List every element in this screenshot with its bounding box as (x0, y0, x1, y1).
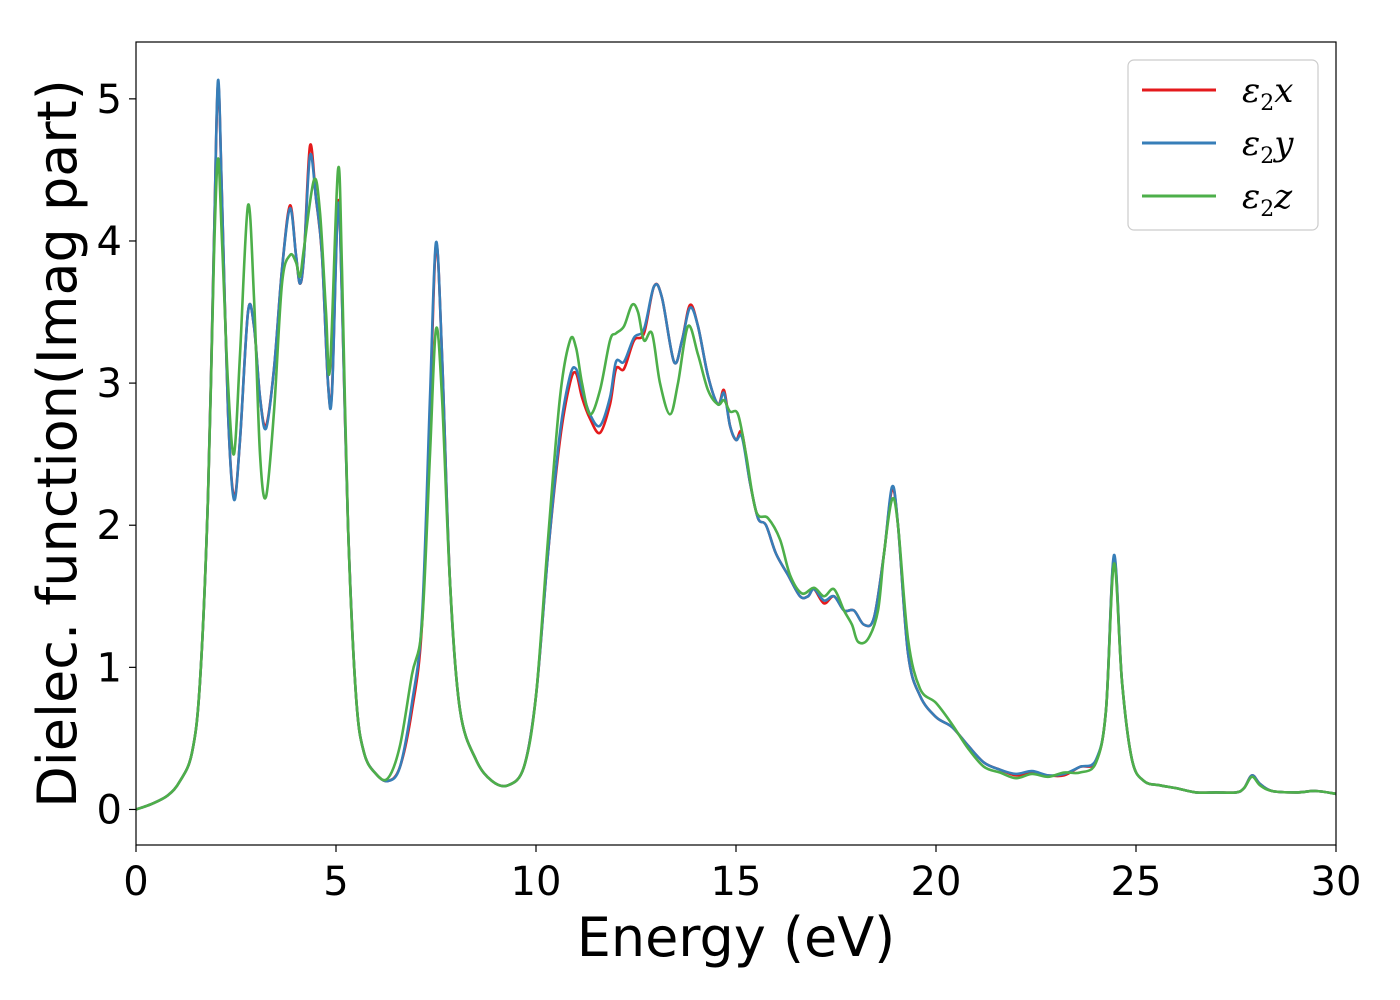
x-tick-label: 0 (123, 859, 148, 905)
x-tick-label: 20 (911, 859, 962, 905)
x-tick-label: 5 (323, 859, 348, 905)
series-line-z (136, 157, 1336, 811)
y-axis-ticks: 0 1 2 3 4 5 (97, 77, 136, 833)
legend-entry-y: ε2y (1242, 124, 1294, 169)
x-axis-ticks: 0 5 10 15 20 25 30 (123, 845, 1361, 905)
y-tick-label: 5 (97, 77, 122, 123)
x-tick-label: 30 (1311, 859, 1362, 905)
y-tick-label: 4 (97, 219, 122, 265)
series-layer (136, 78, 1336, 811)
y-tick-label: 0 (97, 787, 122, 833)
y-tick-label: 1 (97, 645, 122, 691)
x-tick-label: 15 (711, 859, 762, 905)
y-tick-label: 3 (97, 361, 122, 407)
y-axis-label: Dielec. function(Imag part) (26, 79, 89, 808)
legend-box (1127, 59, 1319, 231)
legend-entry-z: ε2z (1242, 177, 1293, 222)
legend-entry-x: ε2x (1242, 71, 1293, 116)
legend: ε2x ε2y ε2z (1127, 59, 1319, 231)
x-tick-label: 25 (1111, 859, 1162, 905)
x-axis-label: Energy (eV) (577, 906, 896, 969)
y-tick-label: 2 (97, 503, 122, 549)
x-tick-label: 10 (511, 859, 562, 905)
